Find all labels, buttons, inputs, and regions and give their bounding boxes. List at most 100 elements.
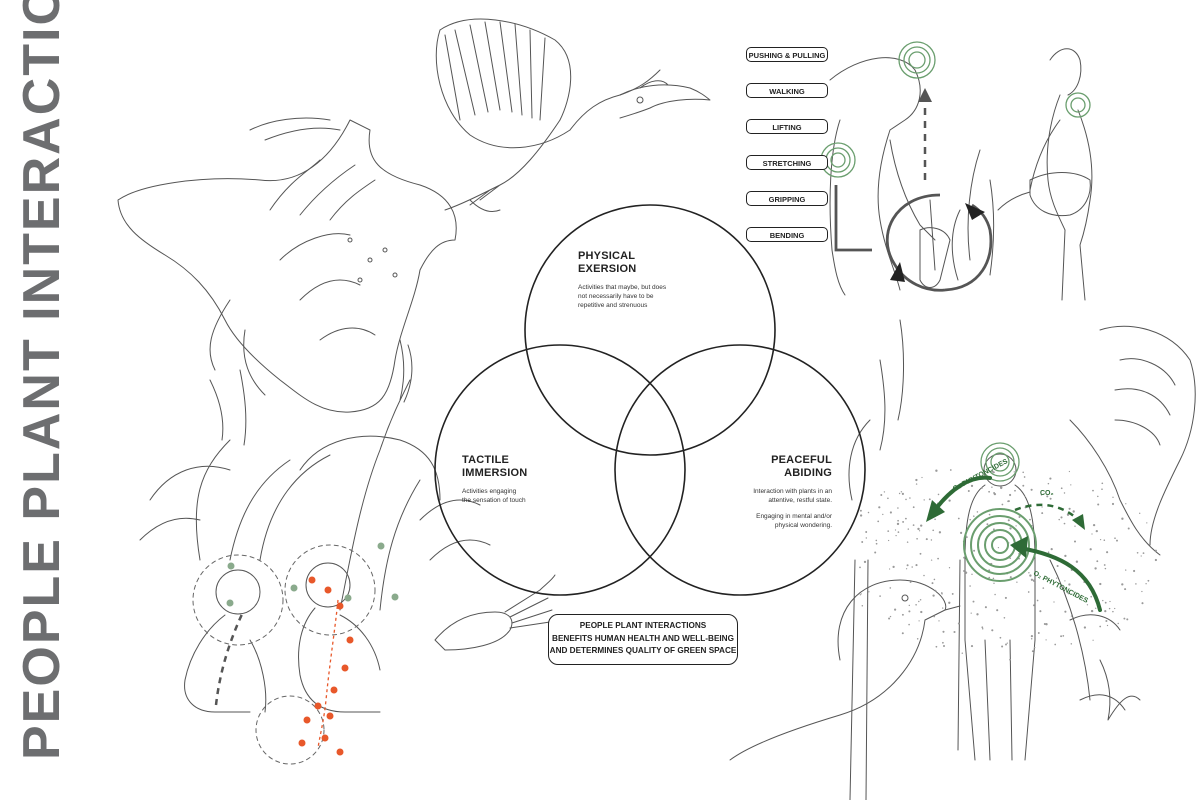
stipple-dot [1032, 579, 1036, 582]
stipple-dot [937, 557, 939, 560]
stipple-dot [878, 506, 881, 509]
stipple-dot [1030, 637, 1033, 640]
stipple-dot [1133, 569, 1136, 573]
activity-tag-lifting: LIFTING [746, 119, 828, 134]
stipple-dot [868, 591, 870, 593]
stipple-dot [889, 587, 892, 589]
stipple-dot [1060, 635, 1063, 638]
stipple-dot [991, 486, 993, 488]
stipple-dot [1099, 582, 1102, 586]
stipple-dot [902, 520, 905, 523]
stipple-dot [904, 517, 907, 520]
brain-rings-top [898, 41, 936, 79]
stipple-dot [874, 551, 877, 554]
stipple-dot [1045, 639, 1047, 641]
stipple-dot [980, 487, 983, 490]
stipple-dot [996, 609, 999, 612]
stipple-dot [1116, 539, 1118, 542]
stipple-dot [887, 539, 890, 542]
stipple-dot [860, 593, 862, 595]
stipple-dot [915, 478, 918, 482]
stipple-dot [1112, 610, 1114, 613]
stipple-dot [942, 641, 944, 644]
stipple-dot [1024, 495, 1026, 498]
contemplative-scene-illustration [729, 319, 1196, 800]
venn-diagram [434, 204, 866, 596]
stipple-dot [1097, 503, 1100, 506]
stipple-dot [889, 511, 892, 514]
physical-exersion-title: PHYSICAL EXERSION [578, 250, 636, 276]
stipple-dot [925, 538, 928, 541]
stipple-dot [971, 573, 973, 576]
stipple-dot [919, 552, 922, 555]
stipple-dot [916, 638, 919, 640]
stipple-dot [942, 630, 945, 633]
stipple-dot [1070, 643, 1073, 645]
stipple-dot [970, 612, 972, 614]
stipple-dot [1140, 555, 1142, 557]
stipple-dot [1018, 516, 1021, 518]
stipple-dot [935, 469, 938, 472]
stipple-dot [892, 565, 895, 569]
stipple-dot [908, 610, 911, 613]
stipple-dot [942, 644, 946, 648]
venn-circle-physical [524, 204, 776, 456]
stipple-dot [1099, 625, 1102, 628]
benefits-banner: PEOPLE PLANT INTERACTIONS BENEFITS HUMAN… [548, 614, 738, 665]
stipple-dot [941, 593, 943, 595]
stipple-dot [1103, 564, 1106, 566]
stipple-dot [1147, 579, 1150, 582]
stipple-dot [953, 630, 956, 634]
stipple-dot [963, 556, 965, 559]
stipple-dot [1106, 551, 1109, 554]
stipple-dot [1145, 583, 1147, 585]
motion-arrowheads [890, 203, 985, 282]
venn-circle-tactile [434, 344, 686, 596]
stipple-dot [917, 527, 920, 531]
stipple-dot [1042, 587, 1045, 589]
stipple-dot [1106, 624, 1109, 627]
stipple-dot [1006, 642, 1008, 644]
hand-plant-illustration [117, 117, 457, 413]
stipple-dot [1014, 489, 1016, 492]
physical-title-line1: PHYSICAL [578, 250, 636, 262]
stipple-dot [1101, 482, 1104, 485]
stipple-dot [908, 604, 910, 607]
orange-nerve-path [298, 576, 354, 756]
tactile-title-line1: TACTILE [462, 454, 510, 466]
stipple-dot [1041, 506, 1043, 508]
stipple-dot [909, 581, 912, 583]
stipple-dot [1139, 512, 1141, 514]
stipple-dot [1022, 484, 1025, 487]
shoulder-rings [1065, 92, 1091, 118]
stipple-dot [1047, 551, 1050, 553]
stipple-dot [918, 600, 920, 603]
stipple-dot [920, 610, 923, 614]
stipple-dot [1030, 488, 1033, 491]
stipple-dot [988, 490, 990, 493]
stipple-dot [1045, 623, 1048, 626]
stipple-dot [1114, 537, 1116, 540]
stipple-dot [861, 605, 864, 607]
stipple-dot [1040, 493, 1043, 496]
stipple-dot [994, 593, 996, 596]
stipple-dot [981, 626, 984, 629]
hornbill-bird-illustration [435, 18, 711, 213]
stipple-dot [957, 517, 960, 520]
stipple-dot [1083, 626, 1087, 629]
stipple-dot [1075, 560, 1079, 563]
stipple-dot [992, 471, 995, 474]
stipple-dot [915, 564, 918, 567]
stipple-dot [1007, 500, 1010, 503]
stipple-dot [1092, 489, 1094, 492]
stipple-dot [970, 645, 974, 648]
stipple-dot [1074, 525, 1076, 527]
stipple-dot [1022, 471, 1024, 474]
tactile-title-line2: IMMERSION [462, 467, 528, 479]
stipple-dot [981, 628, 984, 630]
banner-line3: AND DETERMINES QUALITY OF GREEN SPACE [549, 646, 737, 655]
stipple-dot [1049, 477, 1052, 480]
stipple-dot [923, 499, 925, 501]
stipple-dot [1029, 574, 1032, 577]
stipple-dot [915, 483, 918, 485]
